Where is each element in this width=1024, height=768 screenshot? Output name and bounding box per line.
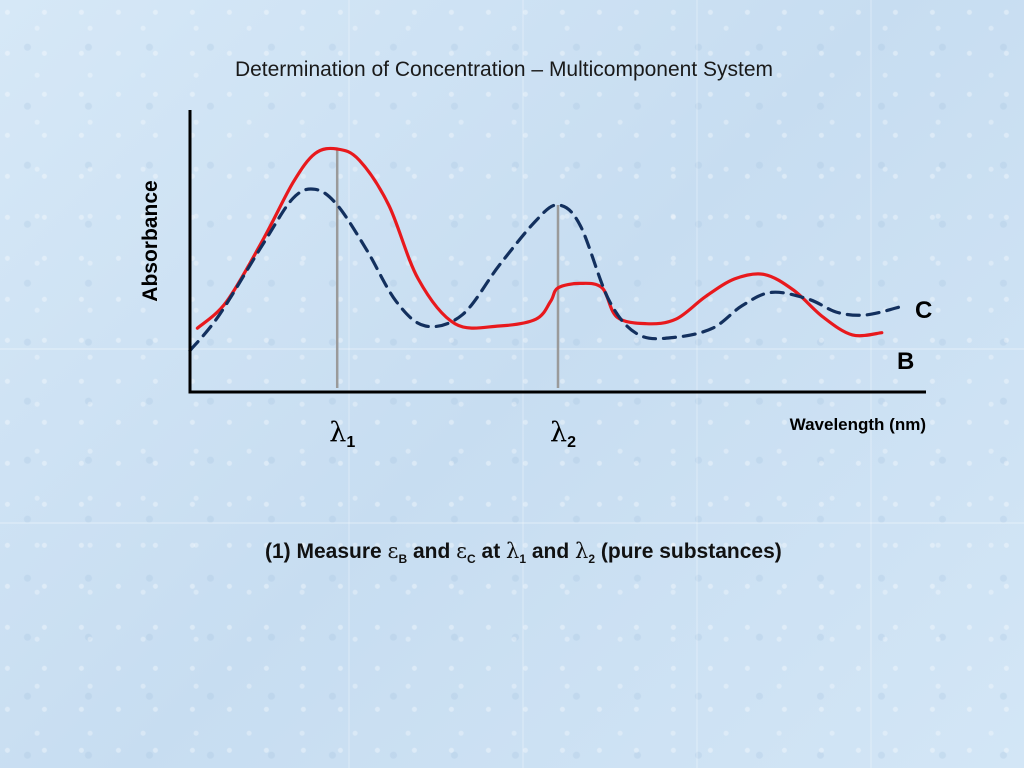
series-group (188, 146, 906, 353)
caption-suffix: (pure substances) (595, 540, 782, 563)
series-label-b: B (897, 348, 914, 375)
series-c-line (188, 187, 906, 353)
subscript-c: C (467, 552, 476, 567)
wavelength-markers (335, 149, 560, 388)
caption-prefix: (1) Measure (265, 540, 388, 563)
subscript-b: B (398, 552, 408, 567)
epsilon-symbol-c: ε (456, 539, 468, 563)
series-labels: BC (897, 297, 932, 375)
chart-title: Determination of Concentration – Multico… (234, 58, 774, 81)
lambda-symbol-1: λ (506, 539, 520, 563)
epsilon-symbol-b: ε (387, 539, 399, 563)
lambda-symbol-2: λ (575, 539, 589, 563)
marker-label-1: λ1 (329, 417, 355, 451)
caption-and-2: and (526, 540, 576, 563)
caption-and-1: and (407, 540, 457, 563)
marker-label-2: λ2 (550, 417, 576, 451)
series-b-line (195, 146, 884, 338)
measurement-caption: (1) Measure εB and εC at λ1 and λ2 (pure… (265, 539, 782, 566)
caption-at: at (475, 540, 507, 563)
marker-labels: λ1 λ2 (329, 417, 576, 451)
absorbance-chart: Absorbance Wavelength (nm) λ1 λ2 BC (139, 110, 932, 451)
x-axis-label: Wavelength (nm) (790, 415, 926, 434)
y-axis-label: Absorbance (139, 180, 162, 301)
subscript-2: 2 (588, 552, 596, 567)
subscript-1: 1 (519, 552, 527, 567)
series-label-c: C (915, 297, 932, 324)
